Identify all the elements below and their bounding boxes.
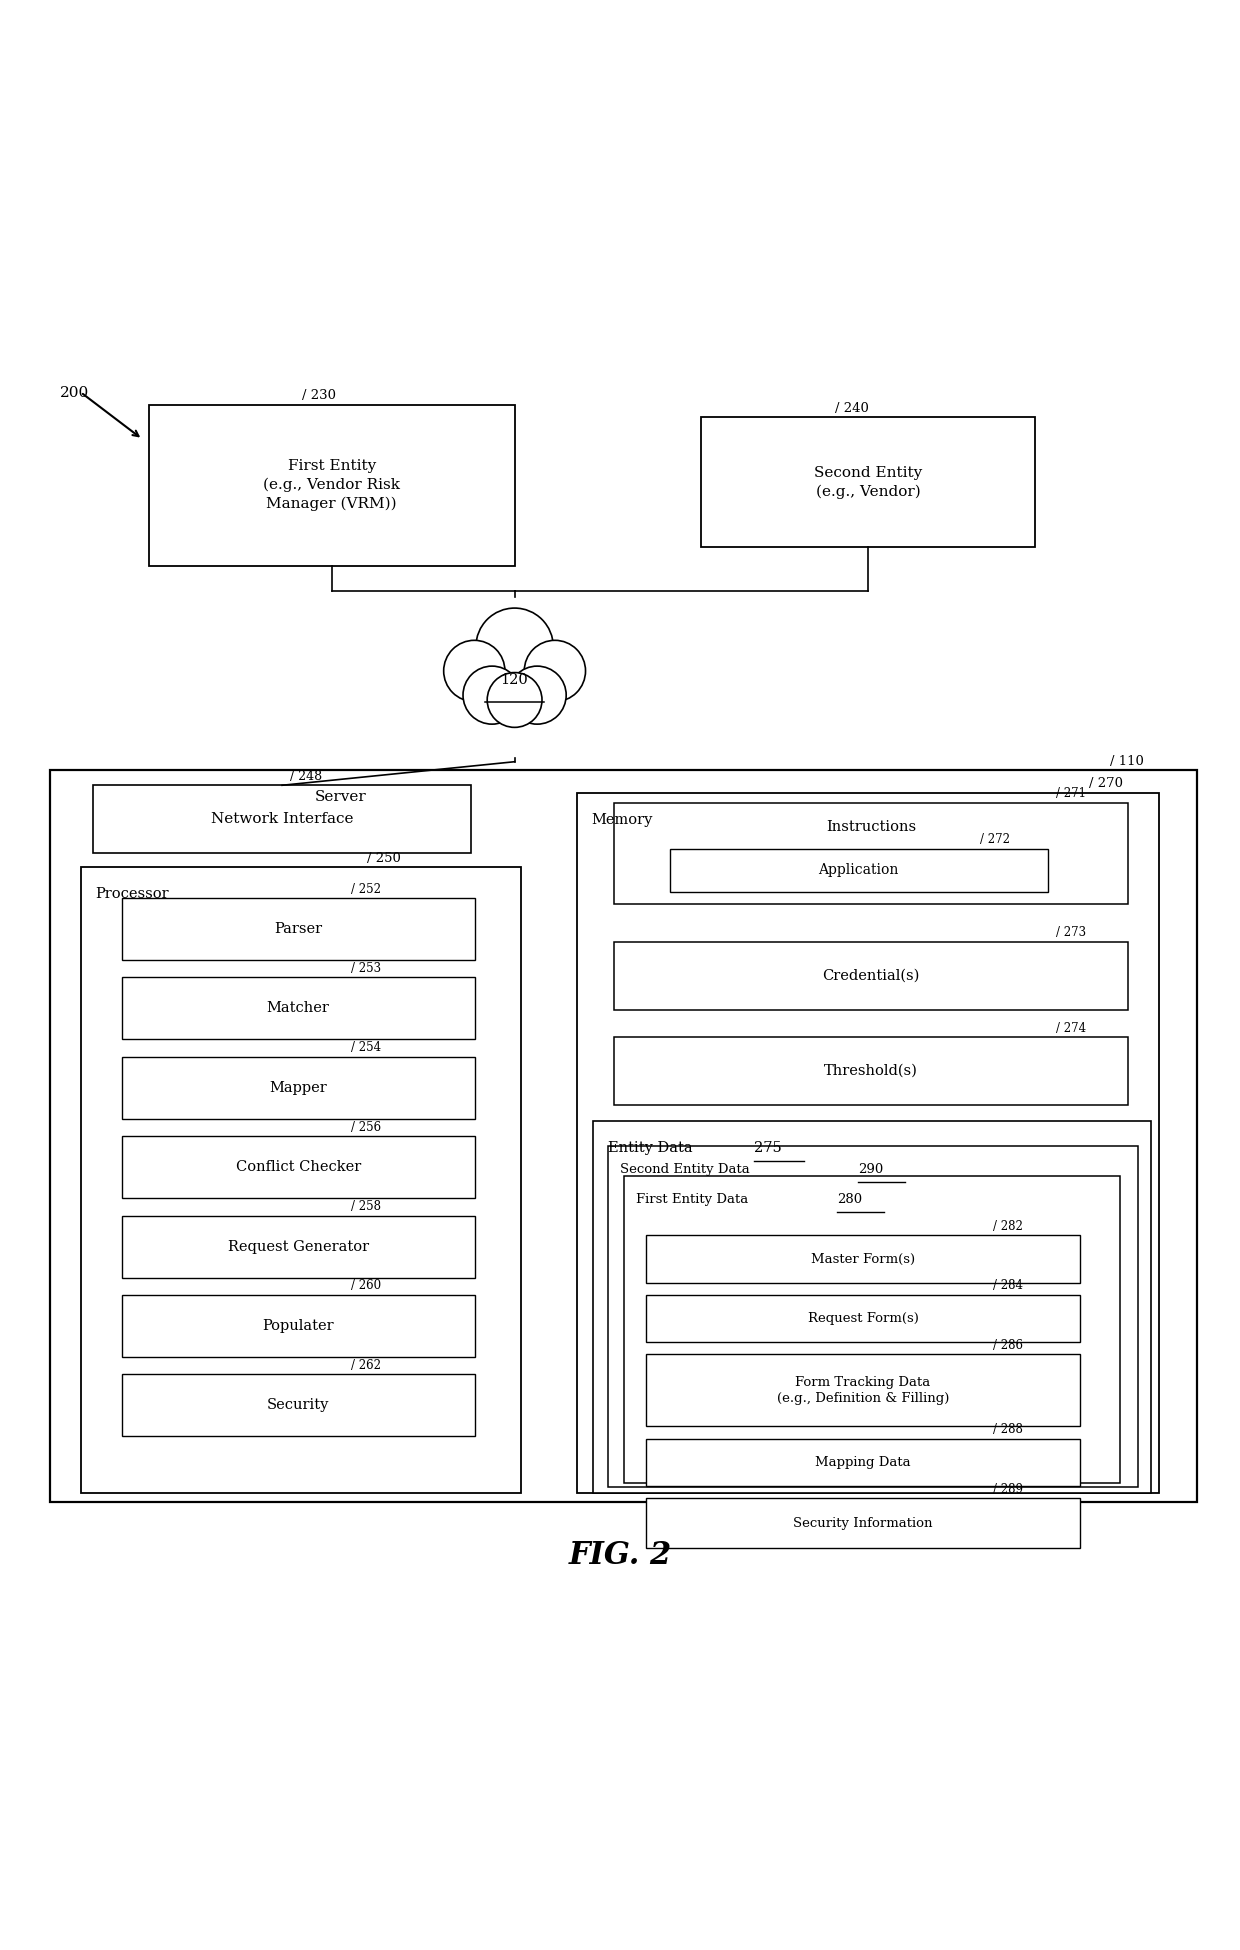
Text: Network Interface: Network Interface (211, 813, 353, 827)
Text: Instructions: Instructions (826, 821, 916, 835)
FancyBboxPatch shape (122, 899, 475, 959)
Text: / 272: / 272 (980, 833, 1009, 846)
FancyBboxPatch shape (646, 1355, 1080, 1425)
Text: / 248: / 248 (290, 770, 322, 782)
FancyBboxPatch shape (624, 1176, 1120, 1484)
Text: 290: 290 (858, 1164, 883, 1176)
Text: Matcher: Matcher (267, 1002, 330, 1016)
FancyBboxPatch shape (614, 1037, 1128, 1106)
Text: 280: 280 (837, 1193, 862, 1207)
Text: / 282: / 282 (993, 1221, 1023, 1232)
Text: Processor: Processor (95, 887, 169, 901)
Circle shape (463, 667, 521, 723)
Text: First Entity Data: First Entity Data (636, 1193, 749, 1207)
Text: First Entity
(e.g., Vendor Risk
Manager (VRM)): First Entity (e.g., Vendor Risk Manager … (263, 460, 401, 511)
Text: Request Form(s): Request Form(s) (807, 1312, 919, 1324)
Text: / 289: / 289 (993, 1482, 1023, 1496)
FancyBboxPatch shape (646, 1295, 1080, 1342)
FancyBboxPatch shape (149, 404, 515, 566)
Ellipse shape (441, 634, 588, 722)
FancyBboxPatch shape (608, 1147, 1138, 1488)
Text: / 253: / 253 (351, 961, 382, 975)
Text: / 250: / 250 (367, 852, 401, 864)
Text: Memory: Memory (591, 813, 652, 827)
FancyBboxPatch shape (593, 1121, 1151, 1494)
Circle shape (487, 673, 542, 727)
FancyBboxPatch shape (122, 1295, 475, 1357)
FancyBboxPatch shape (122, 1375, 475, 1437)
FancyBboxPatch shape (646, 1236, 1080, 1283)
Text: / 271: / 271 (1056, 788, 1086, 800)
FancyBboxPatch shape (50, 770, 1197, 1502)
Text: Application: Application (818, 864, 899, 878)
Text: 275: 275 (754, 1141, 781, 1154)
FancyBboxPatch shape (577, 794, 1159, 1494)
Text: / 256: / 256 (351, 1121, 382, 1133)
Text: / 284: / 284 (993, 1279, 1023, 1293)
Circle shape (525, 640, 585, 702)
FancyBboxPatch shape (122, 1215, 475, 1277)
Text: Master Form(s): Master Form(s) (811, 1252, 915, 1266)
FancyBboxPatch shape (614, 942, 1128, 1010)
Text: Credential(s): Credential(s) (822, 969, 920, 983)
FancyBboxPatch shape (646, 1439, 1080, 1486)
Text: / 258: / 258 (351, 1199, 381, 1213)
Text: / 254: / 254 (351, 1041, 382, 1055)
Text: Mapper: Mapper (269, 1080, 327, 1094)
Text: Populater: Populater (263, 1318, 334, 1334)
FancyBboxPatch shape (701, 417, 1035, 548)
Text: / 274: / 274 (1056, 1022, 1086, 1035)
FancyBboxPatch shape (670, 848, 1048, 891)
Text: Security: Security (267, 1398, 330, 1412)
Text: / 110: / 110 (1110, 755, 1143, 768)
Circle shape (508, 667, 567, 723)
Text: Threshold(s): Threshold(s) (825, 1065, 918, 1078)
Text: / 270: / 270 (1090, 778, 1123, 790)
Text: 120: 120 (501, 673, 528, 686)
FancyBboxPatch shape (122, 1137, 475, 1197)
Text: / 260: / 260 (351, 1279, 382, 1293)
Text: Form Tracking Data
(e.g., Definition & Filling): Form Tracking Data (e.g., Definition & F… (776, 1377, 950, 1404)
Text: Server: Server (315, 790, 367, 803)
Text: / 286: / 286 (993, 1340, 1023, 1351)
Text: / 240: / 240 (835, 402, 868, 415)
Text: Parser: Parser (274, 922, 322, 936)
Text: / 288: / 288 (993, 1424, 1023, 1437)
Text: / 273: / 273 (1056, 926, 1086, 940)
Text: Request Generator: Request Generator (228, 1240, 368, 1254)
FancyBboxPatch shape (81, 868, 521, 1494)
Circle shape (444, 640, 505, 702)
Text: 200: 200 (60, 386, 89, 400)
FancyBboxPatch shape (122, 977, 475, 1039)
FancyBboxPatch shape (93, 786, 471, 854)
FancyBboxPatch shape (122, 1057, 475, 1119)
FancyBboxPatch shape (646, 1498, 1080, 1548)
FancyBboxPatch shape (614, 803, 1128, 905)
Text: FIG. 2: FIG. 2 (568, 1540, 672, 1572)
Text: Mapping Data: Mapping Data (815, 1457, 911, 1468)
Text: / 262: / 262 (351, 1359, 381, 1371)
Text: Second Entity
(e.g., Vendor): Second Entity (e.g., Vendor) (813, 466, 923, 499)
Text: Security Information: Security Information (794, 1517, 932, 1529)
Text: / 230: / 230 (303, 390, 336, 402)
Text: Second Entity Data: Second Entity Data (620, 1164, 750, 1176)
Text: Entity Data: Entity Data (608, 1141, 692, 1154)
Text: / 252: / 252 (351, 883, 381, 895)
Text: Conflict Checker: Conflict Checker (236, 1160, 361, 1174)
Circle shape (476, 608, 553, 686)
